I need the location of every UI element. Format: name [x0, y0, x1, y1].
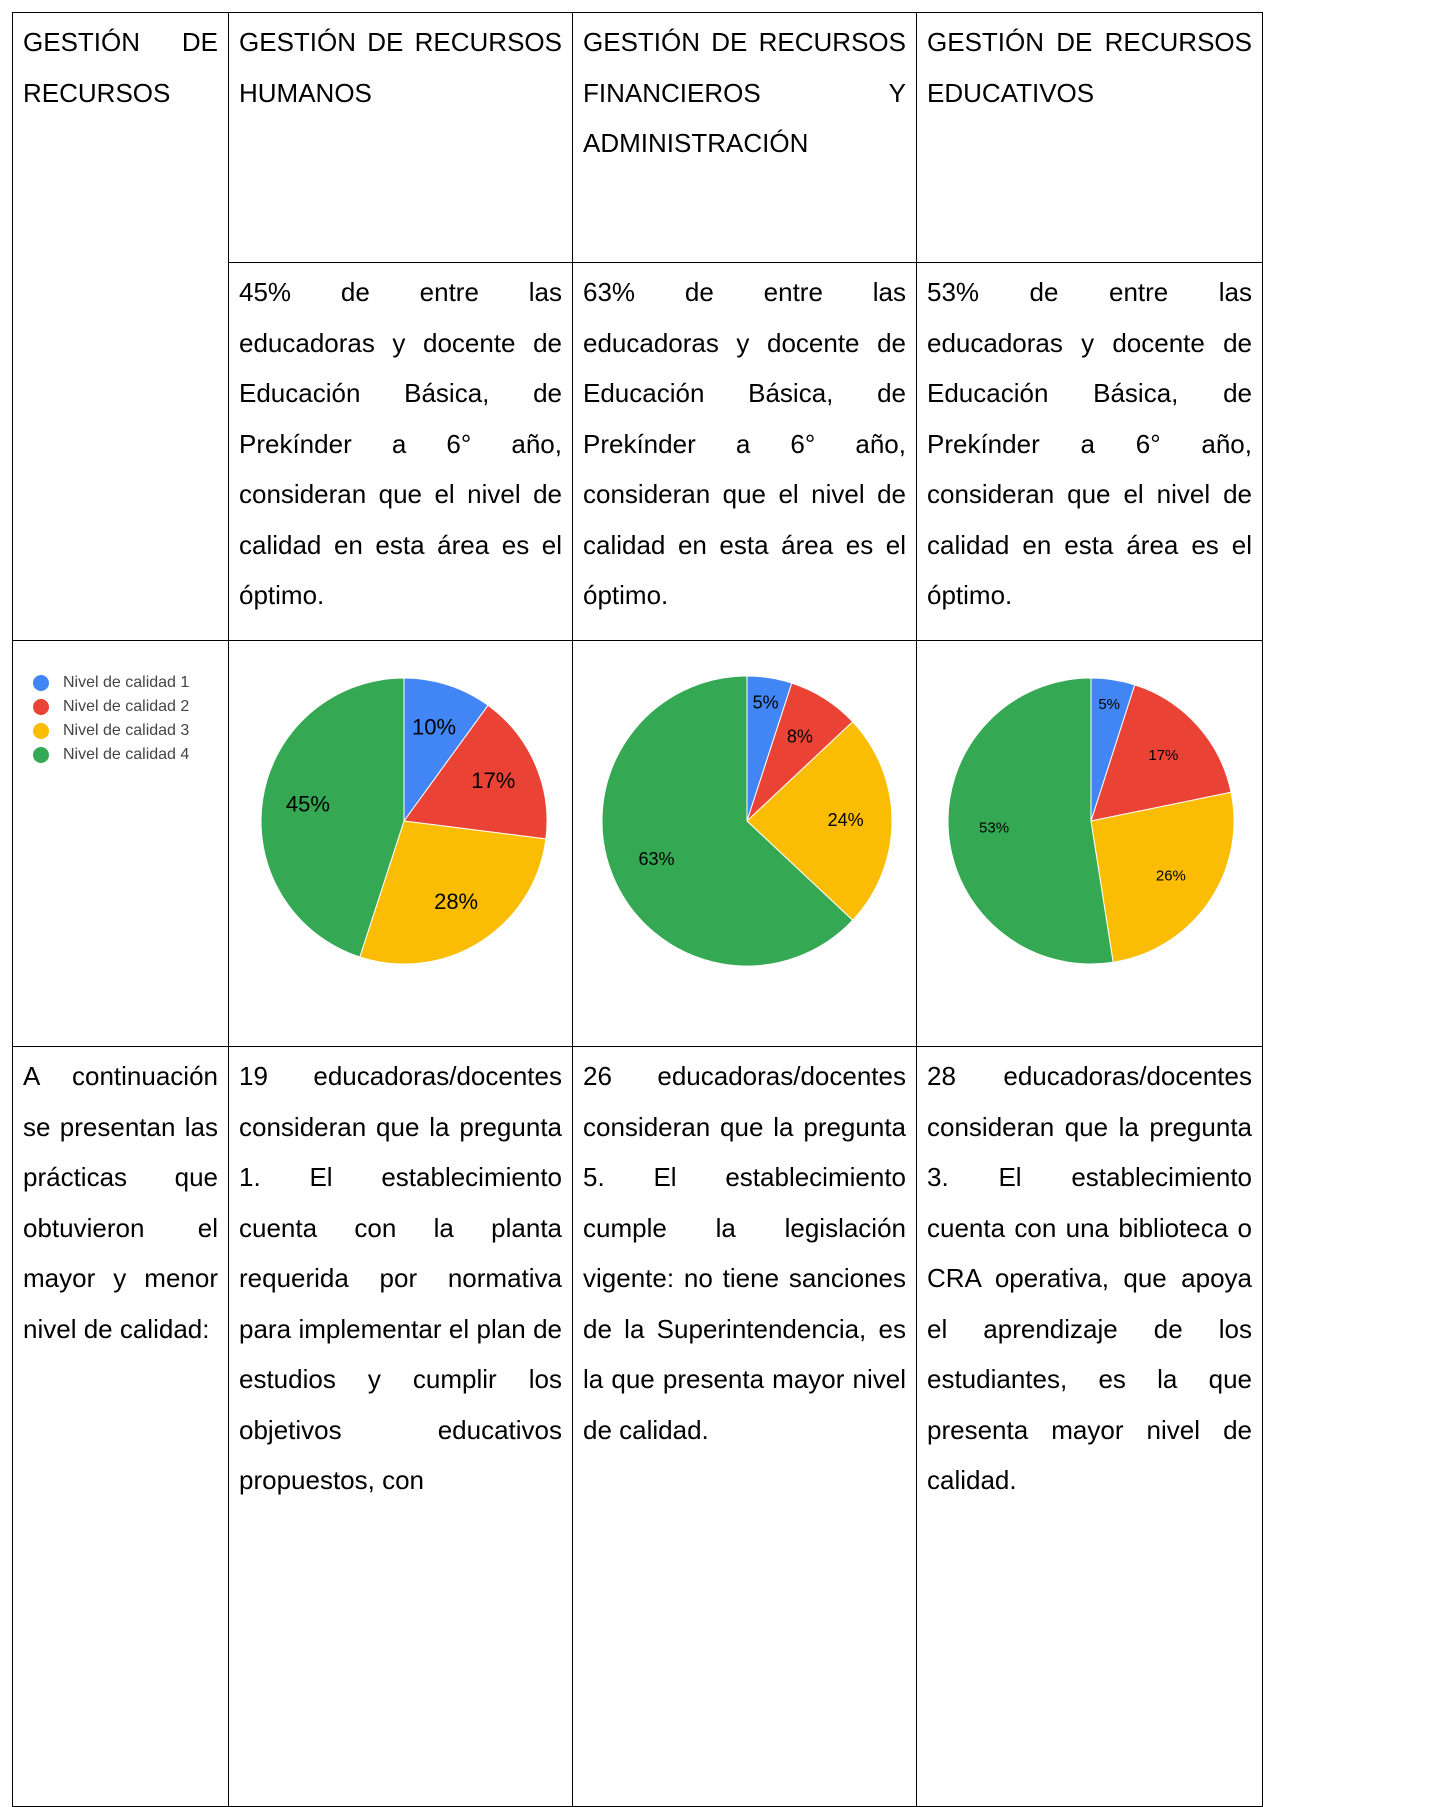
pie-slice — [403, 704, 548, 840]
cell: 53% de entre las educadoras y docente de… — [916, 262, 1263, 641]
cell: GESTIÓN DE RECURSOS HUMANOS — [228, 12, 573, 263]
cell: GESTIÓN DE RECURSOS FINANCIEROS Y ADMINI… — [572, 12, 917, 263]
legend-label: Nivel de calidad 4 — [63, 746, 189, 763]
slice-label: 26% — [1156, 867, 1186, 884]
slice-label: 63% — [638, 849, 674, 869]
slice-label: 5% — [1098, 696, 1120, 713]
slice-label: 8% — [787, 726, 813, 746]
pie-chart: 5% 17% 26% 53% — [947, 677, 1235, 965]
legend-label: Nivel de calidad 1 — [63, 674, 189, 691]
pie-slice — [359, 820, 547, 965]
summary-row: 45% de entre las educadoras y docente de… — [13, 262, 1263, 641]
legend-swatch — [33, 723, 49, 739]
chart-row: Nivel de calidad 1 Nivel de calidad 2 Nive… — [12, 640, 1263, 1047]
pie-chart: 5% 8% 24% 63% — [601, 675, 893, 967]
resource-table: GESTIÓN DE RECURSOS GESTIÓN DE RECURSOS … — [12, 12, 1263, 1807]
legend-swatch — [33, 747, 49, 763]
slice-label: 53% — [979, 820, 1009, 837]
pie-slice — [601, 675, 854, 967]
legend-swatch — [33, 675, 49, 691]
pie-slice — [1090, 684, 1232, 822]
practice-row: A continuación se presentan las práctica… — [12, 1046, 1263, 1807]
cell: 10% 17% 28% 45% — [228, 640, 573, 1047]
slice-label: 10% — [412, 714, 456, 739]
legend-swatch — [33, 699, 49, 715]
cell: 5% 17% 26% 53% — [916, 640, 1263, 1047]
legend-label: Nivel de calidad 3 — [63, 722, 189, 739]
pie-slice — [746, 721, 893, 921]
pie-slice — [1090, 791, 1235, 963]
cell: A continuación se presentan las práctica… — [12, 1046, 229, 1807]
cell: GESTIÓN DE RECURSOS — [12, 12, 229, 641]
slice-label: 45% — [286, 792, 330, 817]
pie-slice — [403, 677, 489, 823]
cell: 19 educadoras/docentes consideran que la… — [228, 1046, 573, 1807]
cell: 63% de entre las educadoras y docente de… — [572, 262, 917, 641]
cell: Nivel de calidad 1 Nivel de calidad 2 Nive… — [12, 640, 229, 1047]
slice-label: 17% — [471, 768, 515, 793]
cell: 26 educadoras/docentes consideran que la… — [572, 1046, 917, 1807]
header-row: GESTIÓN DE RECURSOS GESTIÓN DE RECURSOS … — [12, 12, 1263, 641]
pie-slice — [947, 677, 1114, 965]
legend-label: Nivel de calidad 2 — [63, 698, 189, 715]
pie-chart: 10% 17% 28% 45% — [260, 677, 548, 965]
slice-label: 24% — [828, 810, 864, 830]
cell: GESTIÓN DE RECURSOS EDUCATIVOS — [916, 12, 1263, 263]
cell: 5% 8% 24% 63% — [572, 640, 917, 1047]
pie-slice — [260, 677, 405, 958]
slice-label: 28% — [434, 889, 478, 914]
slice-label: 17% — [1148, 747, 1178, 764]
slice-label: 5% — [753, 692, 779, 712]
cell: 45% de entre las educadoras y docente de… — [228, 262, 573, 641]
cell: 28 educadoras/docentes consideran que la… — [916, 1046, 1263, 1807]
legend: Nivel de calidad 1 Nivel de calidad 2 Nive… — [33, 674, 189, 763]
